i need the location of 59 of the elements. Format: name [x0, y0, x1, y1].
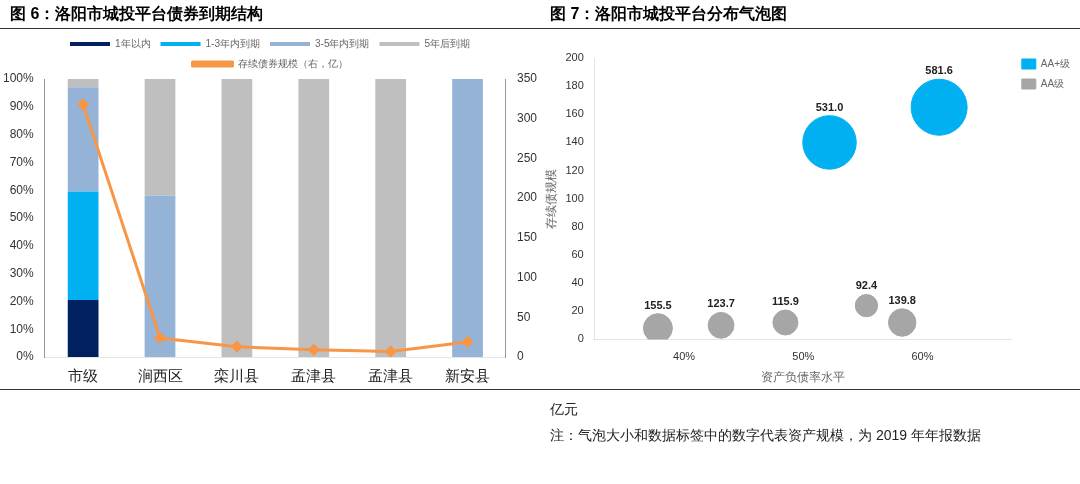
- x-tick-label: 40%: [673, 350, 696, 363]
- y2-tick-label: 150: [516, 230, 538, 245]
- y-tick-label: 200: [565, 51, 584, 64]
- y-tick-label: 100%: [2, 71, 35, 86]
- y-tick-label: 10%: [9, 321, 35, 336]
- y2-tick-label: 100: [516, 269, 538, 284]
- x-tick-label: 涧西区: [137, 367, 183, 385]
- y-tick-label: 80%: [9, 126, 35, 141]
- data-label: 531.0: [815, 100, 844, 113]
- y-axis-title: 存续债规模: [543, 168, 558, 229]
- y-tick-label: 90%: [9, 99, 35, 114]
- x-tick-label: 孟津县: [291, 367, 337, 385]
- y2-tick-label: 0: [516, 349, 524, 364]
- chart-title: 图 6：洛阳市城投平台债券到期结构: [0, 0, 540, 29]
- x-axis-title: 资产负债率水平: [761, 370, 846, 385]
- data-label: 139.8: [888, 293, 916, 306]
- y-tick-label: 0: [577, 332, 584, 345]
- legend-label: 5年后到期: [424, 37, 471, 49]
- y-tick-label: 30%: [9, 265, 35, 280]
- y-tick-label: 20%: [9, 293, 35, 308]
- data-label: 155.5: [644, 298, 672, 311]
- y-tick-label: 160: [565, 107, 584, 120]
- data-label: 581.6: [925, 64, 953, 77]
- data-label: 123.7: [707, 297, 735, 310]
- y-tick-label: 70%: [9, 154, 35, 169]
- x-tick-label: 孟津县: [368, 367, 414, 385]
- y-tick-label: 60: [571, 248, 584, 261]
- chart-title: 图 7：洛阳市城投平台分布气泡图: [540, 0, 1080, 29]
- legend-label: AA+级: [1040, 57, 1071, 69]
- x-tick-label: 50%: [792, 350, 815, 363]
- legend-label: 3-5年内到期: [315, 37, 370, 49]
- y-tick-label: 50%: [9, 210, 35, 225]
- data-label: 115.9: [771, 295, 799, 308]
- y-tick-label: 20: [571, 304, 584, 317]
- y2-tick-label: 300: [516, 111, 538, 126]
- x-tick-label: 新安县: [445, 367, 491, 385]
- x-tick-label: 市级: [68, 367, 99, 385]
- y2-tick-label: 350: [516, 71, 538, 86]
- legend-label: 存续债券规模（右，亿）: [237, 57, 348, 69]
- y-tick-label: 40: [571, 276, 584, 289]
- legend-label: 1-3年内到期: [205, 37, 260, 49]
- y-tick-label: 0%: [16, 349, 35, 364]
- data-label: 92.4: [855, 279, 879, 292]
- y-tick-label: 80: [571, 219, 584, 232]
- y-tick-label: 180: [565, 79, 584, 92]
- y2-tick-label: 250: [516, 150, 538, 165]
- y-tick-label: 40%: [9, 238, 35, 253]
- y-tick-label: 120: [565, 163, 584, 176]
- x-tick-label: 60%: [911, 350, 934, 363]
- text: 注：气泡大小和数据标签中的数字代表资产规模，为 2019 年年报数据: [550, 426, 982, 445]
- legend-label: 1年以内: [114, 37, 151, 49]
- y-tick-label: 140: [565, 135, 584, 148]
- y-tick-label: 60%: [9, 182, 35, 197]
- y2-tick-label: 200: [516, 190, 538, 205]
- text: 亿元: [550, 400, 579, 419]
- legend-label: AA级: [1040, 77, 1065, 89]
- x-tick-label: 栾川县: [214, 367, 260, 385]
- y2-tick-label: 50: [516, 309, 531, 324]
- y-tick-label: 100: [565, 191, 584, 204]
